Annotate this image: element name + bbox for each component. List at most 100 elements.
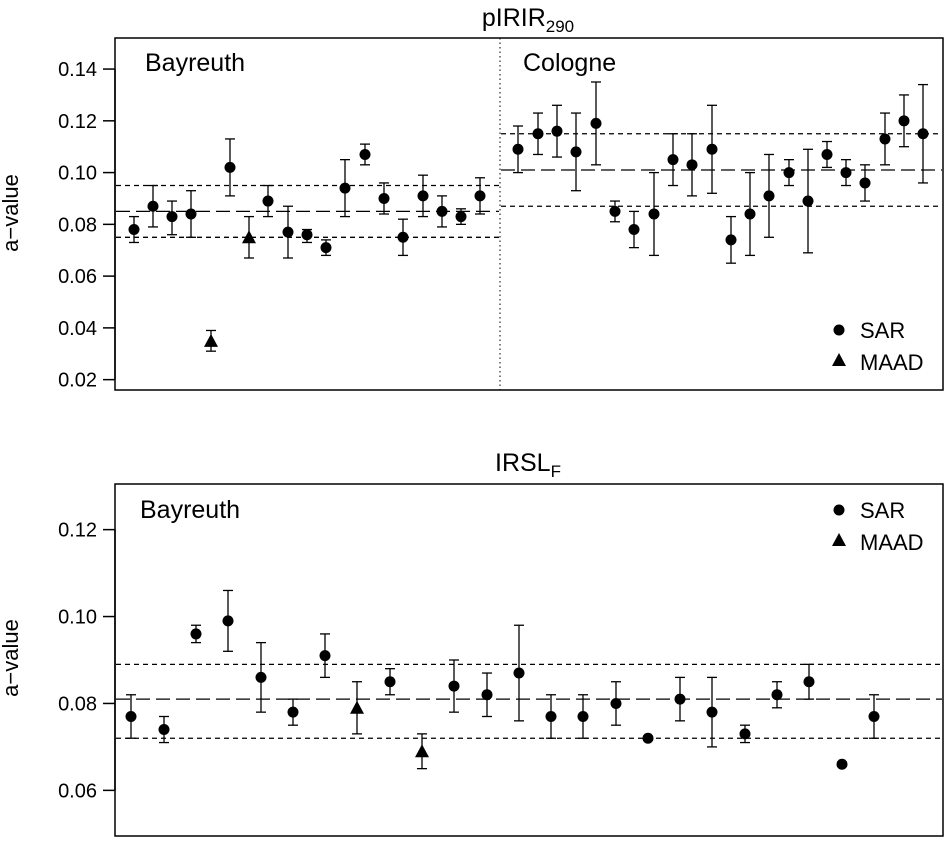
data-point-maad bbox=[415, 744, 429, 758]
data-point-sar bbox=[590, 117, 602, 129]
data-point-sar bbox=[642, 732, 654, 744]
y-tick-label: 0.02 bbox=[58, 370, 97, 392]
legend-sar-label: SAR bbox=[860, 318, 905, 343]
data-point-sar bbox=[339, 182, 351, 194]
data-point-sar bbox=[868, 710, 880, 722]
legend-sar-marker bbox=[833, 324, 845, 336]
data-point-sar bbox=[359, 148, 371, 160]
data-point-maad bbox=[204, 333, 218, 347]
data-point-sar bbox=[803, 676, 815, 688]
group-label-cologne: Cologne bbox=[523, 49, 616, 77]
data-point-sar bbox=[836, 758, 848, 770]
data-point-sar bbox=[628, 224, 640, 236]
y-axis: 0.06 0.08 0.10 0.12 bbox=[58, 520, 116, 802]
legend-maad-label: MAAD bbox=[860, 350, 924, 375]
data-point-sar bbox=[821, 148, 833, 160]
data-point-sar bbox=[222, 615, 234, 627]
y-axis-label: a−value bbox=[0, 174, 23, 252]
data-point-sar bbox=[397, 231, 409, 243]
data-point-sar bbox=[667, 154, 679, 166]
y-tick-label: 0.06 bbox=[58, 780, 97, 802]
reference-lines bbox=[116, 663, 942, 739]
y-tick-label: 0.14 bbox=[58, 59, 97, 81]
data-point-sar bbox=[455, 211, 467, 223]
y-tick-label: 0.08 bbox=[58, 214, 97, 236]
data-point-sar bbox=[166, 211, 178, 223]
data-point-sar bbox=[610, 697, 622, 709]
data-point-sar bbox=[802, 195, 814, 207]
data-point-sar bbox=[609, 205, 621, 217]
data-point-sar bbox=[859, 177, 871, 189]
panel-irslf: IRSLF a−value 0.060.080.100.12 Bayreuth … bbox=[0, 449, 944, 837]
data-point-sar bbox=[224, 161, 236, 173]
data-point-sar bbox=[570, 146, 582, 158]
y-axis: 0.02 0.04 0.06 0.08 0.10 0.12 0.14 bbox=[58, 59, 116, 392]
data-points bbox=[125, 589, 880, 770]
y-tick-label: 0.10 bbox=[58, 607, 97, 629]
data-point-sar bbox=[725, 234, 737, 246]
data-point-sar bbox=[474, 190, 486, 202]
legend-sar-label: SAR bbox=[860, 498, 905, 523]
y-axis-label: a−value bbox=[0, 619, 23, 697]
data-point-sar bbox=[512, 143, 524, 155]
data-point-sar bbox=[128, 224, 140, 236]
data-points bbox=[128, 81, 929, 352]
plot-frame bbox=[114, 483, 944, 837]
data-point-sar bbox=[706, 706, 718, 718]
data-point-sar bbox=[262, 195, 274, 207]
panel-title: IRSLF bbox=[495, 449, 561, 481]
data-point-sar bbox=[763, 190, 775, 202]
data-point-sar bbox=[287, 706, 299, 718]
legend-maad-marker bbox=[832, 533, 846, 546]
legend-maad-label: MAAD bbox=[860, 530, 924, 555]
data-point-sar bbox=[282, 226, 294, 238]
data-point-sar bbox=[648, 208, 660, 220]
data-point-sar bbox=[301, 229, 313, 241]
data-point-sar bbox=[674, 693, 686, 705]
data-point-sar bbox=[898, 115, 910, 127]
group-label-bayreuth: Bayreuth bbox=[145, 49, 245, 77]
reference-lines bbox=[116, 133, 942, 238]
data-point-sar bbox=[917, 128, 929, 140]
data-point-sar bbox=[436, 205, 448, 217]
y-tick-label: 0.10 bbox=[58, 163, 97, 185]
panel-pirir290: pIRIR290 a−value 0.02 0.04 0.06 0.08 0.10 0.1… bbox=[0, 4, 944, 392]
data-point-sar bbox=[417, 190, 429, 202]
data-point-sar bbox=[481, 689, 493, 701]
data-point-sar bbox=[739, 728, 751, 740]
data-point-sar bbox=[147, 200, 159, 212]
data-point-sar bbox=[158, 724, 170, 736]
y-tick-label: 0.08 bbox=[58, 693, 97, 715]
data-point-sar bbox=[513, 667, 525, 679]
data-point-sar bbox=[551, 125, 563, 137]
data-point-sar bbox=[125, 710, 137, 722]
data-point-sar bbox=[783, 167, 795, 179]
data-point-maad bbox=[242, 230, 256, 244]
legend: SAR MAAD bbox=[832, 498, 924, 555]
y-tick-label: 0.12 bbox=[58, 111, 97, 133]
data-point-sar bbox=[879, 133, 891, 145]
data-point-sar bbox=[686, 159, 698, 171]
plot-frame bbox=[114, 37, 944, 391]
panel-title: pIRIR290 bbox=[482, 4, 574, 36]
legend-sar-marker bbox=[833, 504, 845, 516]
data-point-sar bbox=[577, 710, 589, 722]
data-point-sar bbox=[706, 143, 718, 155]
data-point-sar bbox=[319, 650, 331, 662]
y-tick-label: 0.04 bbox=[58, 318, 97, 340]
data-point-sar bbox=[448, 680, 460, 692]
y-tick-label: 0.12 bbox=[58, 520, 97, 542]
data-point-sar bbox=[190, 628, 202, 640]
data-point-sar bbox=[185, 208, 197, 220]
data-point-sar bbox=[840, 167, 852, 179]
data-point-sar bbox=[378, 192, 390, 204]
legend-maad-marker bbox=[832, 353, 846, 366]
data-point-sar bbox=[771, 689, 783, 701]
data-point-sar bbox=[532, 128, 544, 140]
data-point-sar bbox=[744, 208, 756, 220]
data-point-sar bbox=[384, 676, 396, 688]
legend: SAR MAAD bbox=[832, 318, 924, 375]
data-point-sar bbox=[320, 242, 332, 254]
data-point-maad bbox=[350, 700, 364, 714]
